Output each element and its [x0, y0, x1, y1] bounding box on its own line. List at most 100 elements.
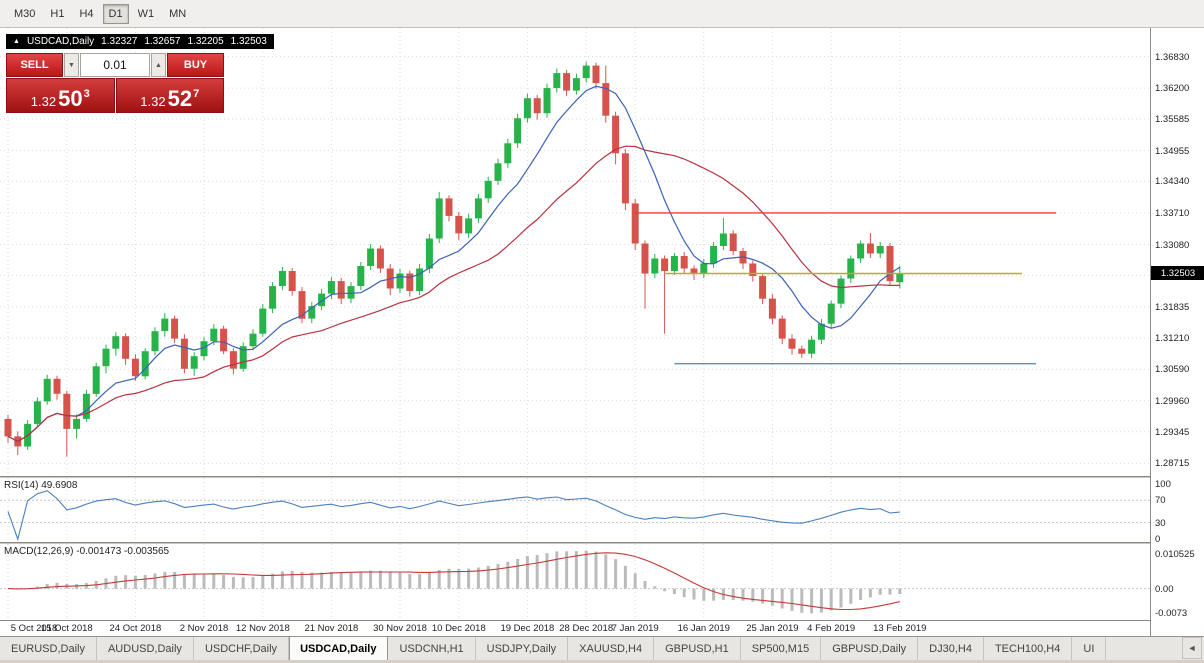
rsi-axis-label: 0: [1155, 534, 1161, 546]
trade-prices-row: 1.32 50 3 1.32 52 7: [6, 78, 224, 113]
chart-marker-icon: ▲: [13, 38, 20, 45]
rsi-grid-lines: [0, 478, 1150, 542]
sell-price-display[interactable]: 1.32 50 3: [6, 78, 115, 113]
price-axis-label: 1.30590: [1155, 364, 1190, 376]
macd-axis-label: 0.010525: [1155, 548, 1195, 560]
volume-decrease-button[interactable]: ▼: [64, 53, 79, 77]
price-axis-label: 1.29960: [1155, 395, 1190, 407]
time-axis-label: 10 Dec 2018: [431, 623, 486, 634]
chart-tab-gbpusd-h1[interactable]: GBPUSD,H1: [654, 637, 741, 660]
time-axis-label: 28 Dec 2018: [559, 623, 614, 634]
macd-axis-label: 0.00: [1155, 583, 1174, 595]
timeframe-button-w1[interactable]: W1: [132, 4, 161, 24]
chart-tab-sp500-m15[interactable]: SP500,M15: [740, 637, 822, 660]
buy-button[interactable]: BUY: [167, 53, 224, 77]
sell-button[interactable]: SELL: [6, 53, 63, 77]
rsi-indicator-pane[interactable]: RSI(14) 49.6908: [0, 478, 1150, 542]
sell-price-prefix: 1.32: [30, 93, 57, 109]
price-axis-label: 1.34340: [1155, 176, 1190, 188]
one-click-trading-panel: SELL ▼ 0.01 ▲ BUY 1.32 50: [6, 53, 224, 113]
chart-tab-usdchf-daily[interactable]: USDCHF,Daily: [193, 637, 290, 660]
pane-separator[interactable]: [0, 476, 1150, 478]
candlesticks: [4, 61, 904, 457]
chart-tab-gbpusd-daily[interactable]: GBPUSD,Daily: [821, 637, 919, 660]
rsi-line: [7, 490, 900, 542]
chart-tab-bar: EURUSD,Daily AUDUSD,Daily USDCHF,Daily USDC…: [0, 636, 1204, 660]
rsi-label: RSI(14) 49.6908: [4, 480, 78, 491]
timeframe-toolbar: M30 H1 H4 D1 W1 MN: [0, 0, 1204, 28]
chart-tab-usdcad-daily[interactable]: USDCAD,Daily: [289, 637, 389, 660]
ohlc-close: 1.32503: [230, 36, 267, 47]
time-axis-label: 13 Feb 2019: [873, 623, 927, 634]
time-axis-label: 7 Jan 2019: [611, 623, 659, 634]
macd-canvas: [0, 544, 1150, 620]
horizontal-trend-lines: [635, 212, 1056, 365]
arrow-left-icon: ◄: [1187, 643, 1197, 653]
chart-tab-ui[interactable]: UI: [1072, 637, 1107, 660]
chart-tab-eurusd-daily[interactable]: EURUSD,Daily: [0, 637, 97, 660]
price-chart-canvas[interactable]: [0, 28, 1150, 476]
price-axis-label: 1.33080: [1155, 239, 1190, 251]
chevron-up-icon: ▲: [155, 61, 162, 69]
ohlc-low: 1.32205: [187, 36, 224, 47]
time-axis-label: 25 Jan 2019: [746, 623, 799, 634]
chart-plot-column: ▲ USDCAD,Daily 1.32327 1.32657 1.32205 1…: [0, 28, 1150, 636]
buy-price-display[interactable]: 1.32 52 7: [115, 78, 224, 113]
timeframe-button-h4[interactable]: H4: [73, 4, 99, 24]
time-axis-label: 4 Feb 2019: [807, 623, 856, 634]
time-axis-label: 19 Dec 2018: [500, 623, 555, 634]
chart-symbol-ohlc-label: ▲ USDCAD,Daily 1.32327 1.32657 1.32205 1…: [6, 34, 274, 49]
timeframe-button-d1[interactable]: D1: [102, 3, 129, 24]
volume-input[interactable]: 0.01: [80, 53, 150, 77]
price-chart-pane[interactable]: ▲ USDCAD,Daily 1.32327 1.32657 1.32205 1…: [0, 28, 1150, 476]
buy-price-prefix: 1.32: [140, 93, 166, 109]
price-axis-label: 1.36830: [1155, 51, 1190, 63]
price-axis-label: 1.31835: [1155, 301, 1190, 313]
sell-price-big: 50: [58, 86, 83, 112]
price-axis-label: 1.28715: [1155, 458, 1190, 470]
volume-increase-button[interactable]: ▲: [151, 53, 166, 77]
chart-window[interactable]: ▲ USDCAD,Daily 1.32327 1.32657 1.32205 1…: [0, 28, 1204, 636]
timeframe-button-m30[interactable]: M30: [8, 4, 41, 24]
ohlc-high: 1.32657: [144, 36, 181, 47]
time-axis-label: 24 Oct 2018: [109, 623, 162, 634]
timeframe-button-mn[interactable]: MN: [163, 4, 192, 24]
grid-lines: [0, 28, 1150, 476]
current-price-badge: 1.32503: [1151, 266, 1204, 281]
price-axis-label: 1.36200: [1155, 83, 1190, 95]
buy-price-big: 52: [167, 86, 193, 112]
chart-tab-usdcnh-h1[interactable]: USDCNH,H1: [388, 637, 476, 660]
ohlc-open: 1.32327: [101, 36, 138, 47]
rsi-canvas: [0, 478, 1150, 542]
macd-indicator-pane[interactable]: MACD(12,26,9) -0.001473 -0.003565: [0, 544, 1150, 620]
rsi-axis-label: 70: [1155, 495, 1166, 507]
macd-axis-label: -0.0073: [1155, 607, 1188, 619]
price-axis[interactable]: 1.36830 1.36200 1.35585 1.34955 1.34340 1.337…: [1150, 28, 1204, 636]
price-axis-label: 1.29345: [1155, 426, 1190, 438]
chevron-down-icon: ▼: [68, 61, 75, 69]
chart-tab-tech100-h4[interactable]: TECH100,H4: [983, 637, 1073, 660]
macd-label: MACD(12,26,9) -0.001473 -0.003565: [4, 546, 170, 557]
pane-separator[interactable]: [0, 542, 1150, 544]
buy-price-sup: 7: [193, 88, 200, 100]
tab-scroll-left-button[interactable]: ◄: [1182, 637, 1202, 659]
chart-tab-dj30-h4[interactable]: DJ30,H4: [918, 637, 984, 660]
chart-tab-xauusd-h4[interactable]: XAUUSD,H4: [568, 637, 655, 660]
window-bottom-strip: [0, 660, 1204, 663]
time-axis-label: 5 Oct 2018: [10, 623, 58, 634]
price-axis-label: 1.35585: [1155, 114, 1190, 125]
chart-tab-usdjpy-daily[interactable]: USDJPY,Daily: [475, 637, 569, 660]
time-axis[interactable]: 5 Oct 2018 15 Oct 2018 24 Oct 2018 2 Nov 20…: [0, 620, 1150, 636]
trade-buttons-row: SELL ▼ 0.01 ▲ BUY: [6, 53, 224, 77]
moving-average-lines: [7, 85, 901, 443]
time-axis-label: 2 Nov 2018: [179, 623, 229, 634]
price-axis-label: 1.33710: [1155, 207, 1190, 219]
price-axis-label: 1.34955: [1155, 145, 1190, 157]
timeframe-button-h1[interactable]: H1: [44, 4, 70, 24]
price-axis-label: 1.31210: [1155, 333, 1190, 345]
macd-histogram: [16, 550, 902, 614]
time-axis-label: 12 Nov 2018: [235, 623, 290, 634]
chart-tab-audusd-daily[interactable]: AUDUSD,Daily: [96, 637, 194, 660]
sell-price-sup: 3: [83, 88, 90, 100]
